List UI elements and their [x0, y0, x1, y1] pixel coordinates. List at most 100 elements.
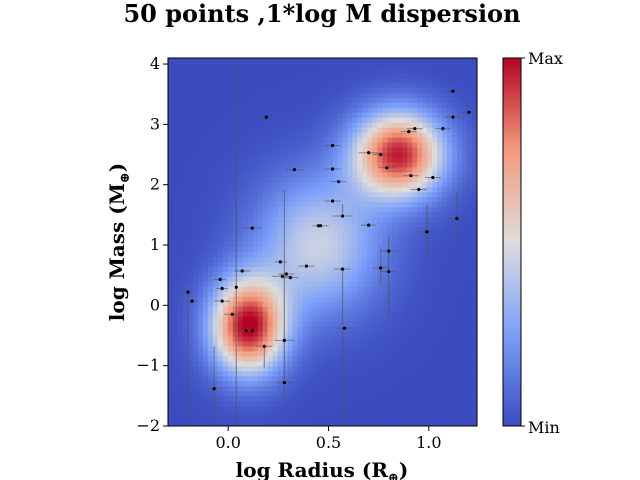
- heatmap-cell: [402, 167, 408, 173]
- heatmap-cell: [227, 62, 234, 69]
- heatmap-cell: [187, 381, 194, 387]
- heatmap-cell: [312, 157, 319, 164]
- heatmap-cell: [472, 92, 477, 99]
- heatmap-cell: [262, 62, 269, 69]
- heatmap-cell: [222, 167, 229, 173]
- heatmap-cell: [247, 251, 254, 258]
- heatmap-cell: [337, 172, 344, 178]
- heatmap-cell: [222, 92, 229, 99]
- heatmap-cell: [417, 286, 423, 293]
- heatmap-cell: [282, 92, 289, 99]
- heatmap-cell: [322, 112, 329, 119]
- heatmap-cell: [168, 177, 174, 183]
- heatmap-cell: [227, 401, 234, 407]
- heatmap-cell: [362, 261, 368, 268]
- heatmap-cell: [292, 361, 299, 367]
- heatmap-cell: [347, 122, 353, 129]
- heatmap-cell: [217, 82, 224, 89]
- heatmap-cell: [332, 67, 339, 74]
- heatmap-cell: [307, 72, 314, 79]
- heatmap-cell: [432, 416, 438, 422]
- heatmap-cell: [182, 172, 189, 178]
- heatmap-cell: [302, 162, 309, 168]
- heatmap-cell: [257, 321, 264, 328]
- heatmap-cell: [257, 122, 264, 129]
- heatmap-cell: [172, 396, 179, 402]
- data-point: [284, 272, 288, 276]
- heatmap-cell: [362, 97, 368, 104]
- heatmap-cell: [222, 58, 229, 64]
- heatmap-cell: [212, 336, 219, 343]
- heatmap-cell: [172, 132, 179, 139]
- heatmap-cell: [207, 296, 214, 303]
- heatmap-cell: [327, 261, 334, 268]
- heatmap-cell: [467, 371, 473, 377]
- heatmap-cell: [207, 416, 214, 422]
- heatmap-cell: [242, 361, 249, 367]
- heatmap-cell: [402, 411, 408, 417]
- heatmap-cell: [347, 202, 353, 208]
- heatmap-cell: [257, 137, 264, 144]
- heatmap-cell: [207, 192, 214, 198]
- heatmap-cell: [187, 416, 194, 422]
- heatmap-cell: [237, 366, 244, 372]
- heatmap-cell: [257, 232, 264, 238]
- heatmap-cell: [192, 58, 199, 64]
- heatmap-cell: [362, 421, 368, 426]
- heatmap-cell: [387, 242, 393, 248]
- heatmap-cell: [372, 157, 378, 164]
- heatmap-cell: [412, 58, 418, 64]
- heatmap-cell: [237, 162, 244, 168]
- heatmap-cell: [392, 122, 398, 129]
- heatmap-cell: [168, 77, 174, 84]
- heatmap-cell: [397, 261, 403, 268]
- heatmap-cell: [172, 137, 179, 144]
- heatmap-cell: [272, 212, 279, 218]
- heatmap-cell: [242, 346, 249, 352]
- heatmap-cell: [397, 107, 403, 114]
- heatmap-cell: [187, 152, 194, 159]
- data-point: [220, 299, 224, 303]
- heatmap-cell: [168, 117, 174, 124]
- heatmap-cell: [387, 187, 393, 193]
- heatmap-cell: [307, 416, 314, 422]
- heatmap-cell: [312, 351, 319, 357]
- heatmap-cell: [462, 251, 468, 258]
- heatmap-cell: [247, 371, 254, 377]
- heatmap-cell: [457, 251, 463, 258]
- heatmap-cell: [322, 67, 329, 74]
- heatmap-cell: [317, 251, 324, 258]
- heatmap-cell: [257, 217, 264, 223]
- heatmap-cell: [242, 232, 249, 238]
- heatmap-cell: [202, 271, 209, 278]
- heatmap-cell: [257, 72, 264, 79]
- heatmap-cell: [262, 271, 269, 278]
- heatmap-cell: [387, 182, 393, 188]
- heatmap-cell: [212, 137, 219, 144]
- heatmap-cell: [232, 147, 239, 154]
- heatmap-cell: [467, 152, 473, 159]
- heatmap-cell: [202, 162, 209, 168]
- heatmap-cell: [187, 242, 194, 248]
- heatmap-cell: [302, 256, 309, 263]
- heatmap-cell: [267, 72, 274, 79]
- heatmap-cell: [382, 187, 388, 193]
- heatmap-cell: [452, 276, 458, 283]
- heatmap-cell: [212, 286, 219, 293]
- heatmap-cell: [197, 147, 204, 154]
- heatmap-cell: [322, 182, 329, 188]
- heatmap-cell: [272, 102, 279, 109]
- heatmap-cell: [377, 157, 383, 164]
- heatmap-cell: [168, 142, 174, 149]
- heatmap-cell: [262, 356, 269, 362]
- heatmap-cell: [187, 396, 194, 402]
- heatmap-cell: [317, 361, 324, 367]
- heatmap-cell: [352, 401, 358, 407]
- heatmap-cell: [452, 117, 458, 124]
- heatmap-cell: [192, 301, 199, 308]
- heatmap-cell: [212, 376, 219, 382]
- heatmap-cell: [412, 87, 418, 94]
- heatmap-cell: [352, 242, 358, 248]
- heatmap-cell: [242, 271, 249, 278]
- heatmap-cell: [352, 351, 358, 357]
